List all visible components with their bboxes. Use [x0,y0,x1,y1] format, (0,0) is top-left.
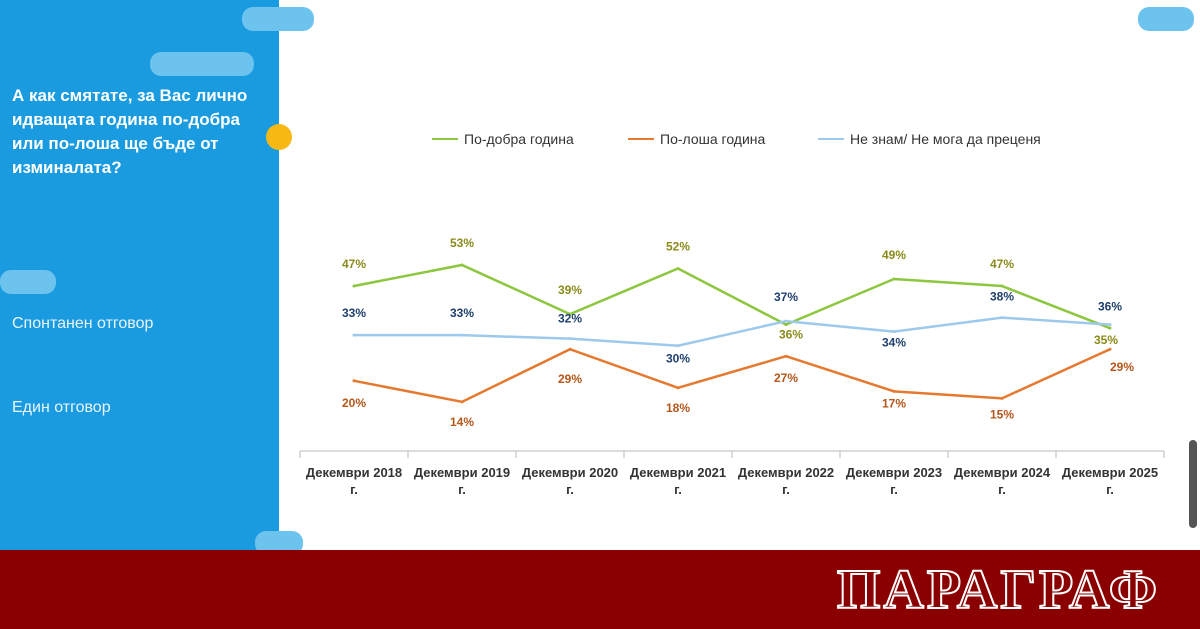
data-label: 35% [1094,333,1118,347]
data-point [892,277,896,281]
data-label: 33% [450,306,474,320]
x-tick-label: Декември 2024 г. [953,465,1051,497]
data-label: 52% [666,239,690,253]
series-line [353,263,1111,330]
data-point [1000,316,1004,320]
data-point [1108,323,1112,327]
data-label: 29% [558,372,582,386]
data-point [676,266,680,270]
chart: По-добра година По-лоша година Не знам/ Не… [299,131,1165,458]
x-tick-label: Декември 2025 г. [1061,465,1159,497]
data-point [352,379,356,383]
data-point [1000,284,1004,288]
decor-pill [1138,7,1194,31]
question: А как смятате, за Вас лично идващата год… [12,86,248,177]
data-label: 53% [450,236,474,250]
data-label: 30% [666,352,690,366]
decor-pill [150,52,254,76]
decor-pill [242,7,314,31]
data-point [892,389,896,393]
data-label: 15% [990,407,1014,421]
data-point [784,323,788,327]
note: Един отговор [12,399,111,416]
data-point [784,319,788,323]
data-label: 49% [882,248,906,262]
data-label: 36% [1098,300,1122,314]
data-point [784,354,788,358]
x-tick-label: Декември 2018 г. [305,465,403,497]
banner-title: ПАРАГРАФ [836,558,1160,622]
data-label: 47% [990,257,1014,271]
data-point [892,330,896,334]
data-point [460,400,464,404]
data-point [676,386,680,390]
data-point [352,333,356,337]
legend-label: По-лоша година [660,131,766,147]
x-tick-label: Декември 2023 г. [845,465,943,497]
data-point [1108,326,1112,330]
decor-dot [266,124,292,150]
data-label: 27% [774,371,798,385]
data-point [568,337,572,341]
x-tick-label: Декември 2020 г. [521,465,619,497]
data-label: 36% [779,328,803,342]
data-point [1000,396,1004,400]
x-tick-label: Декември 2021 г. [629,465,727,497]
decor-pill [0,270,56,294]
series-line [354,316,1111,347]
data-label: 33% [342,306,366,320]
data-label: 37% [774,290,798,304]
data-label: 20% [342,396,366,410]
data-label: 18% [666,401,690,415]
data-point [1108,347,1112,351]
note: Спонтанен отговор [12,315,154,332]
data-point [568,347,572,351]
data-label: 32% [558,312,582,326]
data-point [352,284,356,288]
data-label: 39% [558,283,582,297]
data-label: 47% [342,257,366,271]
data-label: 34% [882,336,906,350]
legend-label: Не знам/ Не мога да преценя [850,131,1041,147]
banner: ПАРАГРАФ [0,550,1200,629]
x-tick-label: Декември 2022 г. [737,465,835,497]
data-label: 14% [450,415,474,429]
data-point [460,333,464,337]
data-label: 29% [1110,360,1134,374]
scrollbar[interactable] [1189,440,1197,528]
data-label: 17% [882,396,906,410]
data-point [676,344,680,348]
data-label: 38% [990,290,1014,304]
data-point [460,263,464,267]
series-line [353,347,1111,404]
legend-label: По-добра година [464,131,574,147]
data-point [568,312,572,316]
x-tick-label: Декември 2019 г. [413,465,511,497]
